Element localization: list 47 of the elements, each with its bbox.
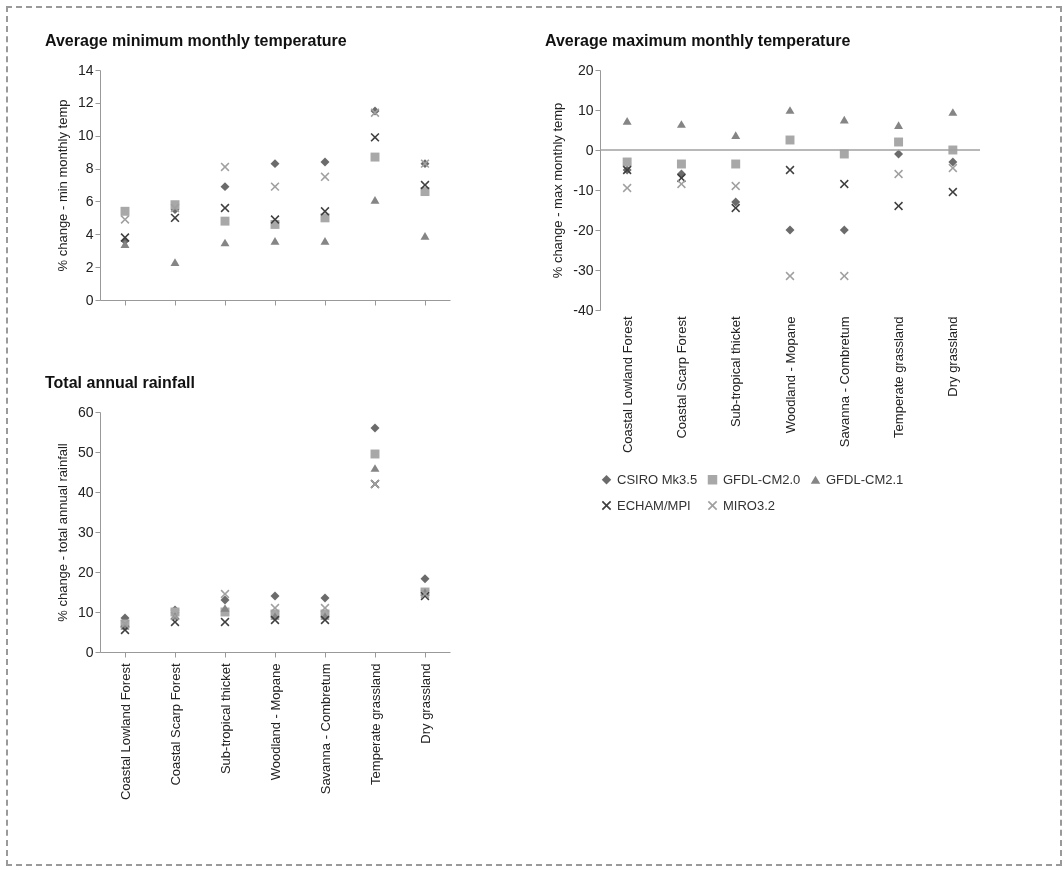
y-tick-label: 8 [85, 160, 94, 177]
legend-label: MIRO3.2 [723, 497, 776, 513]
x-tick-label: Dry grassland [945, 316, 961, 397]
x-tick-label: Savanna - Combretum [836, 316, 852, 448]
y-tick-label: -20 [573, 221, 594, 238]
y-tick-label: 10 [577, 101, 594, 118]
x-tick-label: Temperate grassland [891, 316, 907, 438]
legend-label: GFDL-CM2.0 [723, 471, 801, 487]
y-tick-label: 60 [77, 403, 94, 420]
y-tick-label: -40 [573, 301, 594, 318]
x-tick-label: Woodland - Mopane [782, 316, 798, 434]
x-tick-label: Woodland - Mopane [267, 663, 283, 781]
legend-label: GFDL-CM2.1 [826, 471, 904, 487]
x-tick-label: Coastal Lowland Forest [117, 663, 133, 801]
chart-title: Average maximum monthly temperature [545, 32, 851, 49]
x-tick-label: Coastal Scarp Forest [673, 316, 689, 439]
y-tick-label: 50 [77, 443, 94, 460]
x-tick-label: Savanna - Combretum [317, 663, 333, 795]
x-tick-label: Coastal Scarp Forest [167, 663, 183, 786]
y-tick-label: 4 [85, 225, 94, 242]
y-tick-label: -10 [573, 181, 594, 198]
legend-label: CSIRO Mk3.5 [617, 471, 698, 487]
y-tick-label: 12 [77, 94, 94, 111]
y-tick-label: 0 [585, 141, 594, 158]
y-axis-title: % change - max monthly temp [550, 102, 566, 279]
y-tick-label: 10 [77, 603, 94, 620]
y-tick-label: -30 [573, 261, 594, 278]
y-tick-label: 40 [77, 483, 94, 500]
y-tick-label: 14 [77, 61, 94, 78]
y-tick-label: 30 [77, 523, 94, 540]
y-axis-title: % change - total annual rainfall [54, 443, 70, 622]
x-tick-label: Temperate grassland [367, 663, 383, 785]
y-tick-label: 6 [85, 192, 94, 209]
y-tick-label: 20 [577, 61, 594, 78]
y-tick-label: 0 [85, 291, 94, 308]
legend-label: ECHAM/MPI [617, 497, 691, 513]
y-axis-title: % change - min monthly temp [54, 99, 70, 272]
y-tick-label: 2 [85, 258, 94, 275]
x-tick-label: Coastal Lowland Forest [619, 316, 635, 454]
y-tick-label: 0 [85, 643, 94, 660]
chart-title: Average minimum monthly temperature [45, 32, 347, 49]
chart-title: Total annual rainfall [45, 374, 195, 391]
y-tick-label: 10 [77, 127, 94, 144]
y-tick-label: 20 [77, 563, 94, 580]
x-tick-label: Dry grassland [417, 663, 433, 744]
x-tick-label: Sub-tropical thicket [728, 316, 744, 428]
x-tick-label: Sub-tropical thicket [217, 663, 233, 775]
